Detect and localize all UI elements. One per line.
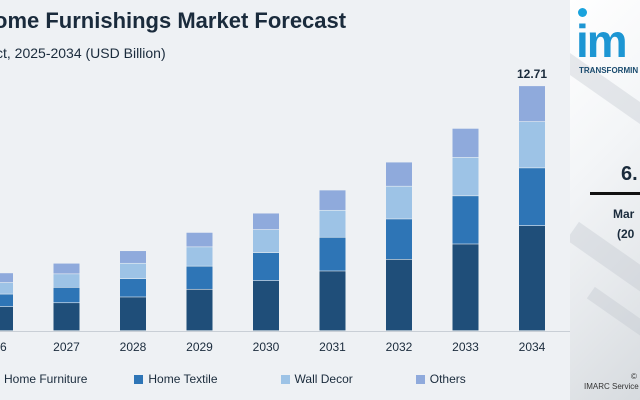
- source-credit: IMARC Service: [584, 382, 639, 391]
- x-tick-label: 2034: [519, 340, 546, 354]
- bar-segment-home-textile: [53, 287, 80, 303]
- bar-segment-others: [519, 86, 545, 122]
- x-tick-label: 2031: [319, 340, 346, 354]
- bar-segment-wall-decor: [186, 247, 213, 266]
- bar-segment-home-textile: [253, 252, 279, 281]
- x-tick-label: 26: [0, 340, 7, 354]
- legend-item-home-textile: Home Textile: [134, 372, 218, 386]
- bar-segment-home-textile: [120, 278, 146, 297]
- legend-label-others: Others: [429, 372, 466, 386]
- legend-label-wall-decor: Wall Decor: [294, 372, 353, 386]
- bar-segment-home-furniture: [319, 271, 346, 331]
- bar-segment-others: [452, 128, 479, 157]
- bar-segment-others: [386, 162, 412, 186]
- bar-segment-home-textile: [386, 219, 412, 260]
- cagr-label: Mar: [613, 207, 635, 221]
- legend-swatch-others: [415, 374, 425, 384]
- bar-segment-home-textile: [452, 196, 479, 244]
- chart-subtitle: ct, 2025-2034 (USD Billion): [0, 45, 166, 61]
- logo-dot-icon: [578, 8, 587, 17]
- bar-segment-others: [253, 213, 279, 230]
- bar-segment-others: [319, 190, 346, 210]
- bar-segment-home-textile: [319, 237, 346, 271]
- bar-total-label: 12.71: [517, 67, 547, 81]
- bar-segment-wall-decor: [386, 186, 412, 219]
- bar-segment-wall-decor: [120, 263, 146, 279]
- cagr-value: 6.: [621, 163, 638, 185]
- bar-segment-home-textile: [519, 168, 545, 226]
- brand-tagline: TRANSFORMIN: [579, 66, 639, 75]
- cagr-period: (20: [617, 227, 635, 241]
- x-tick-label: 2032: [386, 340, 413, 354]
- divider: [590, 192, 640, 195]
- legend-swatch-home-textile: [134, 374, 144, 384]
- bar-segment-others: [53, 263, 80, 274]
- bar-segment-others: [186, 232, 213, 247]
- bar-segment-wall-decor: [452, 157, 479, 196]
- legend-label-home-furniture: Home Furniture: [4, 372, 88, 386]
- x-tick-label: 2027: [53, 340, 80, 354]
- bar-segment-home-furniture: [53, 303, 80, 331]
- x-tick-label: 2030: [253, 340, 280, 354]
- bar-segment-wall-decor: [319, 210, 346, 237]
- chart-panel: ome Furnishings Market Forecast ct, 2025…: [0, 8, 570, 386]
- bar-segment-home-furniture: [0, 306, 13, 331]
- legend-label-home-textile: Home Textile: [148, 372, 218, 386]
- x-tick-label: 2028: [120, 340, 147, 354]
- background-stripe: [586, 286, 640, 368]
- bar-segment-home-furniture: [253, 280, 279, 331]
- bar-segment-home-furniture: [120, 297, 146, 331]
- x-tick-label: 2033: [452, 340, 479, 354]
- bar-segment-home-furniture: [519, 225, 545, 331]
- bar-segment-home-textile: [0, 294, 13, 307]
- bar-segment-home-furniture: [386, 259, 412, 331]
- bar-segment-wall-decor: [0, 282, 13, 294]
- legend-item-others: Others: [415, 372, 466, 386]
- chart-legend: Home Furniture Home Textile Wall Decor O…: [0, 372, 466, 386]
- copyright-notice: ©: [631, 372, 637, 381]
- bar-segment-wall-decor: [519, 121, 545, 168]
- bar-segment-wall-decor: [53, 274, 80, 288]
- x-tick-label: 2029: [186, 340, 213, 354]
- legend-item-home-furniture: Home Furniture: [0, 372, 87, 386]
- side-panel: im TRANSFORMIN 6. Mar (20 © IMARC Servic…: [570, 0, 640, 400]
- bar-segment-home-textile: [186, 266, 213, 289]
- bar-segment-others: [120, 251, 146, 263]
- bar-segment-home-furniture: [452, 244, 479, 331]
- bar-segment-home-furniture: [186, 289, 213, 331]
- legend-swatch-wall-decor: [280, 374, 290, 384]
- legend-item-wall-decor: Wall Decor: [280, 372, 353, 386]
- stacked-bar-chart: 26 2027 2028 2029 2030 2031 2032 2033 2034 12.71: [0, 67, 570, 354]
- chart-title: ome Furnishings Market Forecast: [0, 8, 347, 33]
- bar-segment-others: [0, 273, 13, 283]
- bar-segment-wall-decor: [253, 229, 279, 253]
- brand-logo: im: [576, 15, 628, 67]
